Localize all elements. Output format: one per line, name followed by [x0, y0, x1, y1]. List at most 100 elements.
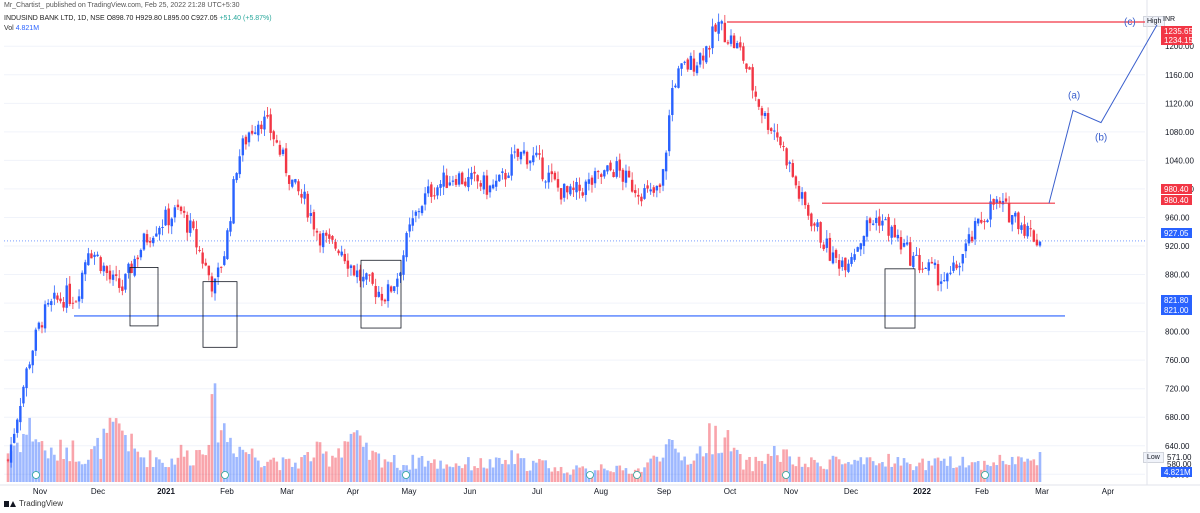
volume-bar	[491, 467, 495, 482]
candle-body	[40, 325, 44, 328]
candle-body	[433, 195, 436, 197]
candle-body	[958, 265, 961, 268]
candle-body	[318, 233, 322, 246]
volume-bar	[606, 470, 609, 482]
candle-body	[600, 174, 603, 177]
volume-bar	[139, 457, 143, 482]
volume-bar	[362, 446, 365, 482]
candle-body	[875, 217, 878, 224]
volume-bar	[686, 464, 690, 482]
volume-bar	[19, 452, 22, 482]
candle-body	[414, 211, 418, 216]
volume-bar	[281, 457, 285, 482]
volume-bar	[859, 457, 863, 482]
volume-bar	[176, 457, 180, 482]
volume-bar	[399, 470, 402, 482]
candle-body	[652, 187, 655, 193]
volume-bar	[899, 465, 903, 482]
candle-body	[841, 260, 844, 267]
volume-bar	[445, 464, 449, 482]
currency-label[interactable]: INR	[1163, 16, 1176, 23]
candle-body	[692, 58, 696, 72]
time-axis[interactable]: Nov Dec 2021 Feb Mar Apr May Jun Jul Aug Sep Oct Nov…	[33, 487, 1115, 496]
price-axis[interactable]: 1200.001160.001120.001080.001040.001000.…	[1165, 42, 1194, 479]
candle-body	[587, 179, 591, 184]
candle-body	[56, 295, 59, 300]
candle-body	[683, 61, 686, 63]
price-tag	[1161, 295, 1192, 305]
candle-body	[847, 263, 850, 272]
volume-bar	[482, 467, 486, 482]
price-tag	[1161, 228, 1192, 238]
candle-body	[837, 260, 841, 269]
volume-bar	[871, 461, 875, 482]
candle-body	[884, 219, 887, 221]
candle-body	[893, 224, 896, 238]
volume-bar	[964, 467, 968, 482]
volume-bar	[158, 459, 161, 482]
low-toggle[interactable]: Low	[1143, 452, 1164, 463]
candle-body	[961, 253, 964, 264]
price-tag-label: 1234.15	[1164, 36, 1193, 45]
volume-bar	[732, 447, 736, 482]
candle-body	[695, 65, 699, 74]
candle-body	[485, 175, 489, 195]
volume-bar	[840, 464, 844, 482]
candle-body	[152, 237, 155, 244]
volume-bar	[698, 446, 702, 482]
candle-body	[726, 42, 730, 44]
volume-bar	[596, 470, 600, 482]
candle-body	[386, 284, 390, 302]
volume-bar	[142, 457, 146, 482]
volume-bar	[779, 461, 782, 482]
candle-body	[989, 201, 992, 220]
candle-body	[210, 276, 214, 292]
candle-body	[182, 210, 186, 213]
candle-body	[856, 247, 859, 252]
volume-bar	[742, 469, 745, 482]
volume-bar	[247, 454, 251, 482]
candle-body	[606, 165, 609, 172]
candle-body	[494, 180, 498, 187]
volume-bar	[955, 467, 958, 482]
volume-bar	[550, 471, 554, 482]
candle-body	[266, 114, 269, 117]
candle-body	[1007, 203, 1011, 223]
candle-body	[102, 265, 105, 272]
volume-value: 4.821M	[15, 25, 40, 32]
volume-bar	[683, 456, 686, 482]
price-tag-label: 4.821M	[1164, 468, 1191, 477]
candle-body	[315, 230, 319, 233]
volume-bar	[1023, 461, 1026, 482]
candle-body	[739, 42, 742, 48]
candle-body	[890, 226, 893, 238]
price-tick-label: 1200.00	[1165, 42, 1194, 51]
volume-bar	[763, 463, 767, 482]
volume-bar	[238, 446, 242, 482]
candle-body	[204, 262, 207, 266]
candle-body	[173, 207, 177, 218]
volume-bar	[198, 449, 201, 482]
volume-bar	[121, 430, 124, 482]
volume-bar	[167, 467, 170, 482]
candle-body	[287, 175, 291, 184]
volume-bar	[392, 455, 396, 482]
low-value: 571.00	[1167, 453, 1192, 462]
volume-bar	[507, 464, 510, 482]
candle-body	[723, 22, 727, 43]
volume-bar	[510, 450, 513, 482]
volume-label[interactable]: Vol	[4, 25, 14, 32]
volume-bar	[708, 423, 711, 482]
volume-bar	[497, 457, 501, 482]
elliott-projection	[1048, 24, 1158, 204]
volume-bar	[161, 462, 164, 482]
candle-body	[176, 204, 180, 208]
candle-body	[705, 46, 708, 63]
volume-bar	[241, 449, 245, 482]
candle-body	[300, 193, 303, 198]
symbol-name[interactable]: INDUSIND BANK LTD, 1D, NSE	[4, 15, 105, 22]
volume-bar	[179, 444, 183, 482]
candle-body	[312, 212, 316, 230]
volume-bar	[250, 448, 254, 482]
